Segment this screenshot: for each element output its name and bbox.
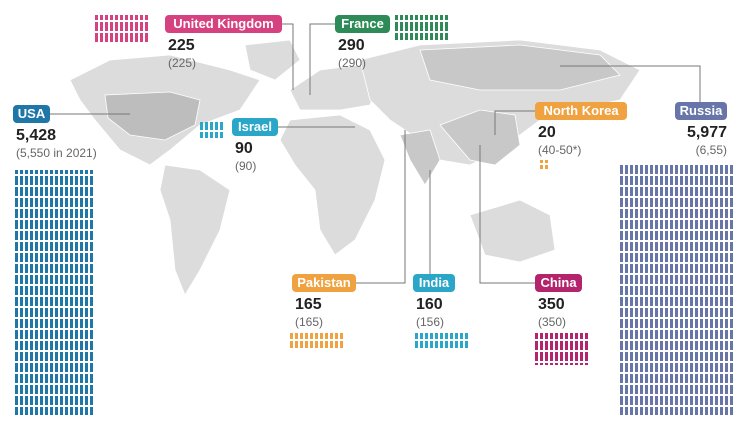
country-name: USA (18, 106, 46, 121)
country-label-box (165, 15, 282, 33)
previous-count: (350) (538, 315, 566, 329)
warhead-count: 160 (416, 296, 443, 313)
country-name: Israel (238, 119, 272, 134)
connector (560, 65, 701, 102)
country-name: China (540, 275, 577, 290)
country-callout: Israel 90 (90) (200, 118, 278, 173)
connector (494, 110, 535, 135)
country-label-box (535, 274, 582, 292)
country-label-box (413, 274, 455, 292)
country-name: Pakistan (297, 275, 351, 290)
warhead-icons (200, 122, 225, 138)
previous-count: (40-50*) (538, 143, 581, 157)
previous-count: (225) (168, 56, 196, 70)
previous-count: (290) (338, 56, 366, 70)
warhead-icons (620, 165, 735, 415)
warhead-icons (535, 333, 590, 365)
warhead-icons (15, 170, 95, 415)
country-callout: United Kingdom 225 (225) (95, 15, 282, 70)
warhead-count: 5,977 (687, 124, 727, 141)
country-callout: China 350 (350) (535, 274, 590, 365)
warhead-count: 350 (538, 296, 565, 313)
previous-count: (90) (235, 159, 256, 173)
country-name: India (419, 275, 450, 290)
country-name: United Kingdom (173, 16, 273, 31)
warhead-icons (413, 333, 468, 348)
country-callout: USA 5,428 (5,550 in 2021) (13, 105, 97, 415)
country-label-box (292, 274, 356, 292)
country-label-box (335, 15, 390, 33)
warhead-icons (395, 15, 450, 40)
warhead-count: 5,428 (16, 127, 56, 144)
country-callout: Pakistan 165 (165) (290, 274, 356, 348)
warhead-icons (95, 15, 150, 42)
warhead-count: 225 (168, 37, 195, 54)
country-callout: France 290 (290) (335, 15, 450, 70)
warhead-count: 20 (538, 124, 556, 141)
country-callout: Russia 5,977 (6,55) (620, 102, 735, 415)
previous-count: (5,550 in 2021) (16, 146, 97, 160)
connector (282, 23, 294, 90)
connector (309, 23, 335, 95)
warhead-count: 165 (295, 296, 322, 313)
country-name: North Korea (543, 103, 619, 118)
country-callout: North Korea 20 (40-50*) (535, 102, 627, 169)
previous-count: (165) (295, 315, 323, 329)
warhead-count: 290 (338, 37, 365, 54)
connector (479, 145, 535, 284)
warhead-count: 90 (235, 140, 253, 157)
previous-count: (6,55) (696, 143, 727, 157)
country-label-box (232, 118, 278, 136)
world-map (69, 39, 641, 296)
connectors (50, 23, 701, 284)
country-label-box (535, 102, 627, 120)
previous-count: (156) (416, 315, 444, 329)
country-callout: India 160 (156) (413, 274, 468, 348)
country-name: Russia (680, 103, 723, 118)
country-name: France (341, 16, 384, 31)
country-label-box (13, 105, 50, 123)
warhead-icons (538, 160, 548, 169)
warhead-icons (290, 333, 345, 348)
country-label-box (675, 102, 727, 120)
connector (356, 130, 406, 284)
